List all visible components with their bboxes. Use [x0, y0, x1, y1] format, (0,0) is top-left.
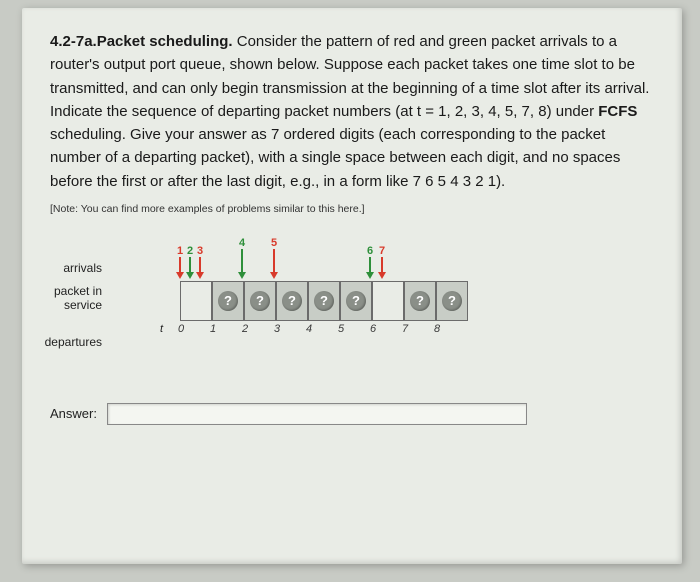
- time-tick: 4: [306, 323, 312, 335]
- service-slot-unknown: ?: [436, 281, 468, 321]
- service-label: packet in service: [32, 285, 102, 313]
- question-mark-icon: ?: [442, 291, 462, 311]
- page-card: 4.2-7a.Packet scheduling. Consider the p…: [22, 8, 682, 564]
- arrival-number: 6: [367, 245, 373, 257]
- problem-text: 4.2-7a.Packet scheduling. Consider the p…: [50, 30, 654, 193]
- arrow-shaft: [273, 249, 275, 272]
- time-tick: 5: [338, 323, 344, 335]
- service-slot-unknown: ?: [276, 281, 308, 321]
- arrival-arrow: 2: [186, 245, 194, 279]
- time-tick: 1: [210, 323, 216, 335]
- answer-row: Answer:: [50, 403, 654, 425]
- arrow-shaft: [369, 257, 371, 272]
- arrow-shaft: [241, 249, 243, 272]
- answer-label: Answer:: [50, 406, 97, 421]
- departures-label: departures: [32, 335, 102, 349]
- arrival-arrow: 5: [270, 237, 278, 279]
- arrow-head-icon: [196, 272, 204, 279]
- arrow-head-icon: [270, 272, 278, 279]
- question-mark-icon: ?: [218, 291, 238, 311]
- arrow-head-icon: [378, 272, 386, 279]
- arrivals-label: arrivals: [32, 261, 102, 275]
- arrival-number: 5: [271, 237, 277, 249]
- arrival-arrow: 1: [176, 245, 184, 279]
- service-grid: ???????: [180, 281, 468, 321]
- time-tick: 3: [274, 323, 280, 335]
- service-slot-empty: [180, 281, 212, 321]
- arrival-number: 3: [197, 245, 203, 257]
- time-tick: 8: [434, 323, 440, 335]
- question-mark-icon: ?: [250, 291, 270, 311]
- question-mark-icon: ?: [282, 291, 302, 311]
- problem-body-2: scheduling. Give your answer as 7 ordere…: [50, 126, 620, 190]
- service-slot-unknown: ?: [308, 281, 340, 321]
- time-tick: 7: [402, 323, 408, 335]
- arrival-arrow: 3: [196, 245, 204, 279]
- problem-note: [Note: You can find more examples of pro…: [50, 203, 654, 215]
- arrival-number: 4: [239, 237, 245, 249]
- arrival-arrow: 4: [238, 237, 246, 279]
- arrow-shaft: [179, 257, 181, 272]
- arrow-head-icon: [238, 272, 246, 279]
- service-slot-unknown: ?: [244, 281, 276, 321]
- problem-bold-fcfs: FCFS: [598, 103, 637, 120]
- question-mark-icon: ?: [314, 291, 334, 311]
- service-slot-unknown: ?: [212, 281, 244, 321]
- question-mark-icon: ?: [346, 291, 366, 311]
- arrow-head-icon: [186, 272, 194, 279]
- time-tick: 2: [242, 323, 248, 335]
- problem-heading: 4.2-7a.Packet scheduling.: [50, 33, 233, 50]
- time-tick: 0: [178, 323, 184, 335]
- arrival-number: 7: [379, 245, 385, 257]
- arrival-arrow: 7: [378, 245, 386, 279]
- question-mark-icon: ?: [410, 291, 430, 311]
- arrival-arrow: 6: [366, 245, 374, 279]
- arrow-head-icon: [366, 272, 374, 279]
- time-axis-label: t: [160, 323, 163, 335]
- arrival-number: 2: [187, 245, 193, 257]
- time-tick: 6: [370, 323, 376, 335]
- arrival-number: 1: [177, 245, 183, 257]
- scheduling-diagram: arrivals packet in service departures 12…: [110, 233, 550, 373]
- service-slot-unknown: ?: [404, 281, 436, 321]
- arrow-shaft: [189, 257, 191, 272]
- service-slot-empty: [372, 281, 404, 321]
- service-slot-unknown: ?: [340, 281, 372, 321]
- arrow-head-icon: [176, 272, 184, 279]
- arrow-shaft: [199, 257, 201, 272]
- answer-input[interactable]: [107, 403, 527, 425]
- arrow-shaft: [381, 257, 383, 272]
